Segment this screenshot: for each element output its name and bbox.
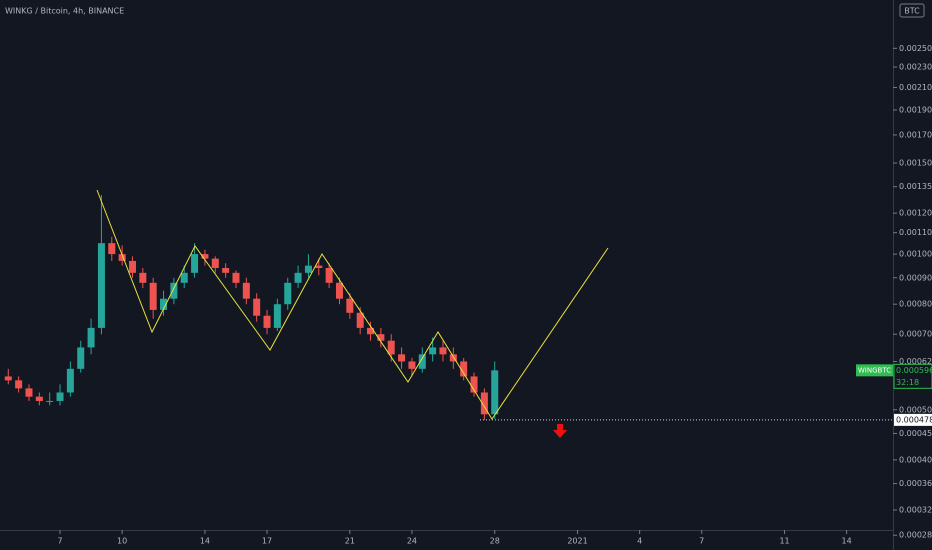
candle-body [398,354,406,362]
candle-body [263,315,271,328]
candle-body [356,312,364,328]
currency-badge[interactable]: BTC [904,7,920,16]
x-tick-label: 24 [407,537,417,546]
candle-body [315,265,323,268]
candle-body [77,347,85,369]
candle-body [211,258,219,268]
zigzag-drawing[interactable] [96,189,609,420]
candle-body [367,327,375,335]
chart-title: WINKG / Bitcoin, 4h, BINANCE [5,7,124,16]
x-tick-label: 28 [490,537,500,546]
x-tick-label: 2021 [567,537,587,546]
candle-body [160,298,168,310]
x-tick-label: 17 [262,537,272,546]
symbol-tag [856,364,893,377]
x-tick-label: 7 [699,537,704,546]
down-arrow[interactable] [553,424,567,438]
countdown: 32:18 [896,378,919,387]
candle-body [470,376,478,393]
candle-body [449,354,457,362]
candle-body [170,282,178,299]
candle-body [97,243,105,328]
candle-body [408,361,416,369]
x-tick-label: 21 [345,537,355,546]
candle-body [46,400,54,402]
candle-body [15,380,23,389]
candle-body [180,272,188,283]
price-line-tag [894,413,932,426]
y-tick-label: 0.000286 [899,531,932,540]
candle-body [25,388,33,397]
candle-body [4,376,12,381]
symbol-label: WINGBTC [858,366,891,374]
candle-body [325,267,333,283]
candle-body [304,265,312,273]
candle-body [429,347,437,355]
candle-body [335,282,343,299]
candle-body [387,340,395,355]
y-tick-label: 0.002500 [899,44,932,53]
candle-body [87,327,95,348]
last-price-tag [893,363,932,389]
candle-body [273,304,281,328]
x-tick-label: 7 [57,537,62,546]
x-tick-label: 10 [117,537,127,546]
candle-body [232,272,240,283]
candle-body [491,370,499,415]
candle-body [108,243,116,255]
candle-body [377,334,385,341]
x-tick-label: 14 [200,537,210,546]
candle-body [284,282,292,305]
candle-body [149,282,157,310]
candle-body [35,396,43,401]
price-line-label: 0.000478 [896,415,932,424]
candles [4,195,499,420]
candle-body [66,368,74,393]
candle-body [480,392,488,415]
candle-body [439,347,447,355]
candle-body [201,254,209,259]
currency-badge-box[interactable] [899,3,925,18]
candle-body [56,392,64,401]
last-price-label: 0.000596 [896,366,932,375]
candle-body [294,272,302,283]
candle-body [418,354,426,369]
candle-body [139,272,147,283]
candle-body [242,282,250,299]
candle-body [128,260,136,273]
x-tick-label: 11 [779,537,789,546]
candle-body [222,267,230,273]
x-tick-label: 14 [842,537,852,546]
candle-body [118,254,126,261]
candle-body [253,298,261,316]
x-tick-label: 4 [637,537,642,546]
candle-body [346,298,354,313]
candle-body [191,254,199,273]
candle-body [460,361,468,377]
